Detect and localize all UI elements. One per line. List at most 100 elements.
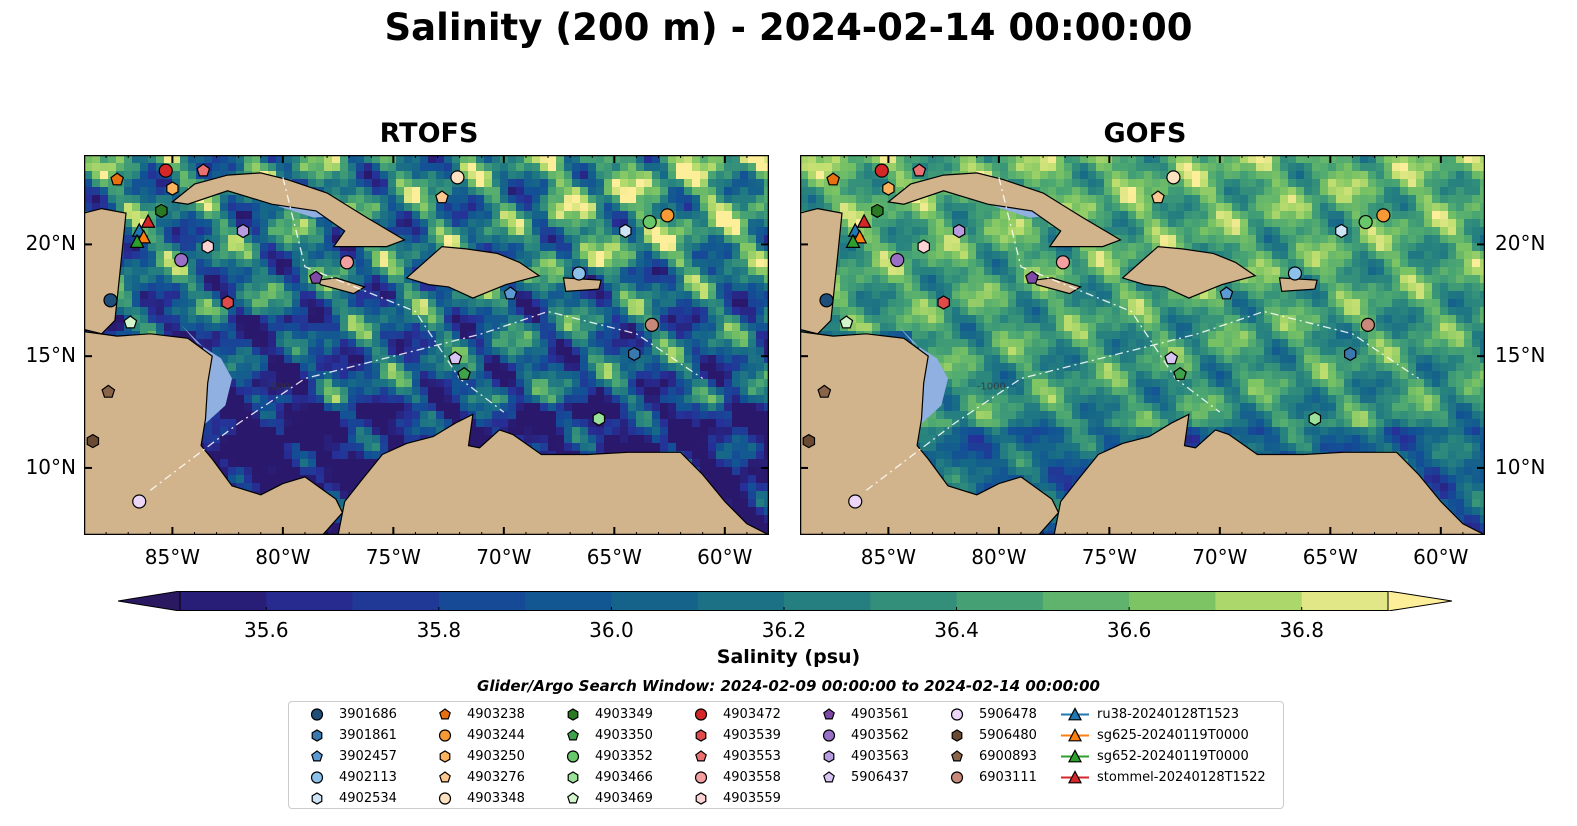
float-marker — [917, 239, 930, 254]
legend-label: 3901861 — [339, 728, 397, 743]
axis-tick-label: 65°W — [586, 545, 642, 569]
colorbar-tick-label: 36.0 — [589, 618, 634, 642]
contour-label: -1000 — [977, 382, 1006, 393]
float-marker — [101, 384, 116, 398]
panel-title-gofs: GOFS — [1103, 118, 1187, 149]
legend-label: 4903558 — [723, 770, 781, 785]
legend-marker-icon — [566, 750, 580, 763]
legend-label: 4902113 — [339, 770, 397, 785]
float-marker — [311, 729, 323, 742]
float-marker — [1068, 728, 1082, 742]
legend-marker-icon — [694, 708, 708, 721]
axis-tick-label: 65°W — [1302, 545, 1358, 569]
axis-tick-label: 10°N — [25, 454, 76, 479]
legend-marker-icon — [311, 750, 323, 762]
float-marker — [311, 750, 323, 762]
float-marker — [951, 750, 963, 762]
search-window-caption: Glider/Argo Search Window: 2024-02-09 00… — [477, 677, 1100, 695]
legend-label: 4903349 — [595, 707, 653, 722]
axis-tick-label: 75°W — [1081, 545, 1137, 569]
axis-tick-label: 60°W — [697, 545, 753, 569]
float-marker — [694, 771, 708, 784]
float-marker — [694, 708, 708, 721]
float-marker — [503, 286, 518, 300]
float-marker — [566, 750, 580, 763]
float-marker — [1343, 346, 1357, 362]
float-marker — [339, 255, 355, 270]
colorbar-label: Salinity (psu) — [716, 646, 861, 668]
legend-marker-icon — [311, 729, 323, 742]
axis-tick-label: 70°W — [476, 545, 532, 569]
float-marker — [823, 771, 835, 783]
float-marker — [1055, 255, 1071, 270]
legend-label: 4903559 — [723, 791, 781, 806]
float-marker — [1287, 266, 1303, 281]
float-marker — [852, 229, 868, 244]
float-marker — [439, 750, 451, 763]
axis-tick-label: 20°N — [1495, 231, 1546, 256]
colorbar-tick-label: 36.8 — [1279, 618, 1324, 642]
legend-marker-icon — [823, 771, 835, 783]
float-marker — [435, 190, 449, 204]
float-marker — [567, 729, 579, 741]
colorbar-tick-label: 36.6 — [1106, 618, 1152, 642]
legend-label: sg625-20240119T0000 — [1097, 728, 1249, 743]
float-marker — [1025, 270, 1039, 284]
float-marker — [1068, 770, 1082, 784]
float-marker — [937, 295, 950, 310]
legend-label: 4903472 — [723, 707, 781, 722]
legend-marker-icon — [694, 771, 708, 784]
legend-label: 5906478 — [979, 707, 1037, 722]
float-marker — [848, 494, 863, 509]
legend-label: ru38-20240128T1523 — [1097, 707, 1240, 722]
float-marker — [1166, 170, 1181, 185]
colorbar-tick-label: 35.6 — [244, 618, 289, 642]
float-marker — [627, 346, 641, 362]
axis-tick-label: 85°W — [860, 545, 916, 569]
float-marker — [567, 771, 579, 784]
float-marker — [950, 708, 964, 721]
float-marker — [1164, 351, 1179, 365]
legend-label: 4903250 — [467, 749, 525, 764]
legend-marker-icon — [439, 750, 451, 763]
float-marker — [819, 293, 834, 308]
axis-tick-label: 10°N — [1495, 454, 1546, 479]
float-marker — [86, 433, 100, 449]
legend-marker-icon — [695, 729, 707, 742]
legend-marker-icon — [439, 708, 451, 720]
legend-label: sg652-20240119T0000 — [1097, 749, 1249, 764]
legend-marker-icon — [823, 750, 835, 763]
legend-label: 4903244 — [467, 728, 525, 743]
legend-label: 4903539 — [723, 728, 781, 743]
axis-tick-label: 60°W — [1413, 545, 1469, 569]
colorbar-tick-label: 35.8 — [416, 618, 462, 642]
float-marker — [123, 315, 138, 329]
legend-label: 4903562 — [851, 728, 909, 743]
float-marker — [201, 239, 214, 254]
axis-tick-label: 15°N — [25, 343, 76, 368]
legend-marker-icon — [951, 750, 963, 762]
float-marker — [438, 729, 452, 742]
float-marker — [695, 729, 707, 742]
legend-label: 4902534 — [339, 791, 397, 806]
float-marker — [1219, 286, 1234, 300]
float-marker — [174, 252, 189, 268]
legend-marker-icon — [950, 708, 964, 721]
float-marker — [136, 229, 152, 244]
axis-tick-label: 70°W — [1192, 545, 1248, 569]
axis-tick-label: 80°W — [255, 545, 311, 569]
float-marker — [1376, 208, 1391, 223]
axis-tick-label: 75°W — [365, 545, 421, 569]
float-marker — [1360, 317, 1375, 332]
float-marker — [1151, 190, 1165, 204]
float-marker — [438, 792, 452, 805]
float-marker — [644, 317, 659, 332]
float-marker — [196, 163, 211, 177]
float-marker — [1358, 214, 1373, 230]
float-marker — [871, 203, 884, 219]
axis-tick-label: 85°W — [144, 545, 200, 569]
float-marker — [236, 223, 250, 239]
legend-label: 5906480 — [979, 728, 1037, 743]
legend-marker-icon — [1061, 770, 1089, 784]
legend-label: 4903561 — [851, 707, 909, 722]
